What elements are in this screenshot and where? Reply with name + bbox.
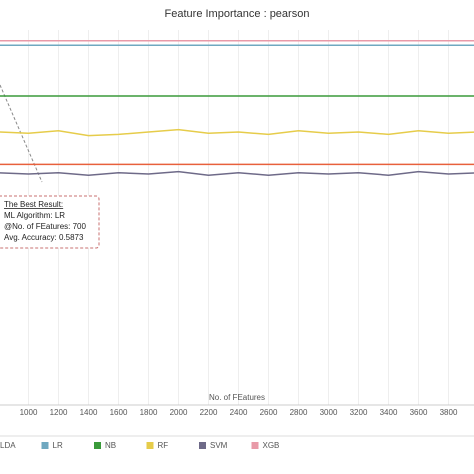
legend-swatch xyxy=(41,442,49,449)
legend-label: SVM xyxy=(210,441,228,450)
x-tick-label: 1200 xyxy=(50,408,68,417)
x-tick-label: 2400 xyxy=(230,408,248,417)
legend-label: XGB xyxy=(263,441,280,450)
chart-title: Feature Importance : pearson xyxy=(165,8,310,20)
x-tick-label: 1400 xyxy=(80,408,98,417)
legend-swatch xyxy=(146,442,154,449)
legend-label: NB xyxy=(105,441,116,450)
legend-swatch xyxy=(251,442,259,449)
annotation-line: @No. of FEatures: 700 xyxy=(4,222,86,231)
annotation-box xyxy=(0,195,100,249)
series-line xyxy=(0,170,474,176)
legend-swatch xyxy=(94,442,101,449)
x-tick-label: 2000 xyxy=(170,408,188,417)
x-tick-label: 1600 xyxy=(110,408,128,417)
legend-label: LR xyxy=(53,441,63,450)
annotation-line: ML Algorithm: LR xyxy=(4,211,65,220)
series-line xyxy=(0,128,474,137)
x-tick-label: 2200 xyxy=(200,408,218,417)
x-tick-label: 3600 xyxy=(410,408,428,417)
legend-label: LDA xyxy=(0,441,16,450)
annotation-line: Avg. Accuracy: 0.5873 xyxy=(4,233,84,242)
x-tick-label: 1000 xyxy=(20,408,38,417)
x-tick-label: 3400 xyxy=(380,408,398,417)
x-tick-label: 3200 xyxy=(350,408,368,417)
x-tick-label: 2800 xyxy=(290,408,308,417)
x-tick-label: 1800 xyxy=(140,408,158,417)
x-tick-label: 3800 xyxy=(440,408,458,417)
legend-label: RF xyxy=(158,441,169,450)
x-tick-label: 3000 xyxy=(320,408,338,417)
x-axis-title: No. of FEatures xyxy=(209,393,265,402)
x-tick-label: 2600 xyxy=(260,408,278,417)
legend-swatch xyxy=(199,442,206,449)
annotation-title: The Best Result: xyxy=(4,200,63,209)
